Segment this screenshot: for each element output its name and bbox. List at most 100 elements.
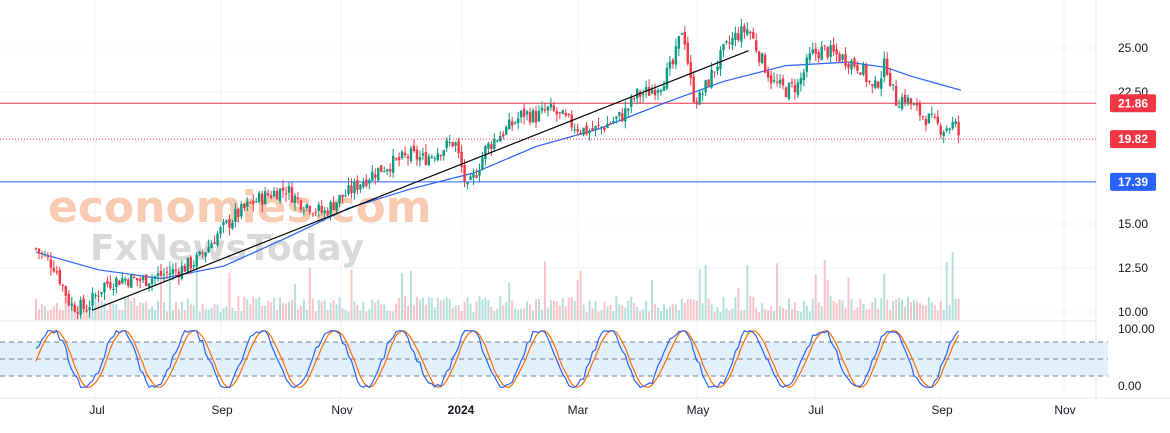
- candle-234: [731, 32, 734, 51]
- candle-156: [499, 131, 502, 142]
- time-axis[interactable]: Jul Sep Nov 2024 Mar May Jul Sep Nov: [89, 403, 1075, 417]
- volume-bar-229: [716, 307, 719, 320]
- candle-237: [740, 18, 743, 48]
- candle-body-16: [82, 298, 85, 309]
- candle-body-267: [829, 45, 832, 57]
- candle-240: [749, 30, 752, 40]
- candle-body-148: [475, 175, 478, 178]
- candle-body-273: [847, 64, 850, 68]
- volume-bar-120: [392, 311, 395, 320]
- candle-body-43: [162, 274, 166, 276]
- candle-body-37: [144, 274, 148, 286]
- volume-bar-116: [380, 304, 383, 320]
- volume-bar-74: [255, 298, 258, 320]
- candle-19: [91, 287, 94, 311]
- candle-body-13: [73, 305, 76, 312]
- volume-bar-226: [707, 299, 710, 320]
- volume-bar-114: [374, 302, 377, 320]
- candle-body-65: [228, 219, 231, 228]
- candle-body-293: [906, 97, 910, 104]
- volume-bar-289: [895, 299, 898, 320]
- volume-bar-294: [910, 302, 912, 320]
- volume-bar-99: [329, 303, 332, 320]
- candle-214: [671, 57, 675, 69]
- candle-198: [624, 100, 627, 129]
- candle-body-175: [555, 111, 559, 115]
- candle-body-156: [499, 136, 502, 142]
- volume-bar-112: [368, 308, 371, 320]
- volume-bar-257: [799, 311, 802, 320]
- candle-147: [472, 168, 475, 185]
- candle-101: [335, 202, 338, 215]
- candle-199: [627, 107, 630, 118]
- candle-body-197: [621, 113, 624, 122]
- candle-body-17: [85, 310, 88, 312]
- candle-218: [683, 26, 687, 51]
- candle-body-257: [799, 78, 803, 85]
- candle-15: [79, 296, 82, 319]
- candle-248: [772, 72, 776, 84]
- candle-82: [278, 187, 282, 204]
- candle-249: [775, 73, 779, 87]
- candle-49: [180, 260, 184, 281]
- volume-bar-153: [490, 306, 493, 320]
- volume-bar-249: [776, 263, 779, 320]
- candle-body-179: [567, 114, 570, 116]
- candle-body-158: [505, 126, 508, 135]
- candle-304: [939, 122, 942, 139]
- volume-bar-144: [463, 301, 466, 320]
- candle-258: [802, 68, 806, 87]
- candle-body-58: [207, 246, 210, 253]
- candle-220: [689, 54, 692, 86]
- volume-bar-175: [555, 301, 558, 320]
- candle-290: [897, 99, 901, 108]
- volume-bar-256: [796, 310, 799, 320]
- volume-bar-215: [674, 304, 677, 320]
- candle-306: [945, 125, 948, 133]
- candle-88: [296, 192, 300, 205]
- candle-227: [710, 62, 713, 89]
- volume-bar-44: [165, 311, 168, 320]
- candle-281: [871, 83, 874, 94]
- candle-178: [564, 109, 567, 118]
- volume-bar-243: [758, 311, 761, 320]
- candle-245: [763, 52, 767, 74]
- volume-bar-109: [359, 310, 362, 320]
- candle-138: [445, 137, 448, 152]
- volume-bar-7: [55, 303, 58, 320]
- time-label-7: Sep: [931, 403, 953, 417]
- candle-264: [820, 40, 823, 61]
- candle-153: [490, 140, 493, 157]
- candle-body-215: [674, 46, 678, 65]
- volume-bar-221: [692, 299, 695, 320]
- candle-63: [222, 218, 225, 233]
- volume-bar-224: [701, 303, 704, 320]
- candle-118: [385, 168, 389, 176]
- candle-body-174: [552, 105, 556, 111]
- candle-16: [82, 294, 85, 313]
- candle-body-262: [814, 48, 817, 54]
- volume-bar-288: [892, 300, 895, 320]
- candle-239: [746, 22, 749, 37]
- candle-193: [609, 121, 612, 125]
- candle-body-93: [311, 213, 314, 215]
- candle-6: [52, 260, 56, 273]
- time-label-2: Nov: [331, 403, 352, 417]
- volume-bar-11: [67, 299, 70, 320]
- candle-273: [847, 61, 850, 74]
- volume-bar-47: [174, 302, 177, 320]
- candle-body-49: [180, 266, 184, 279]
- volume-bar-54: [195, 260, 198, 320]
- candle-body-77: [263, 191, 267, 205]
- candle-216: [677, 35, 681, 57]
- candle-7: [55, 265, 59, 275]
- candle-body-116: [380, 165, 383, 172]
- candle-body-241: [752, 32, 755, 39]
- volume-bar-210: [660, 310, 662, 320]
- candle-body-233: [728, 42, 731, 44]
- volume-bar-309: [954, 299, 957, 320]
- candle-body-40: [153, 276, 157, 279]
- candle-253: [787, 82, 791, 101]
- candle-body-214: [671, 59, 675, 65]
